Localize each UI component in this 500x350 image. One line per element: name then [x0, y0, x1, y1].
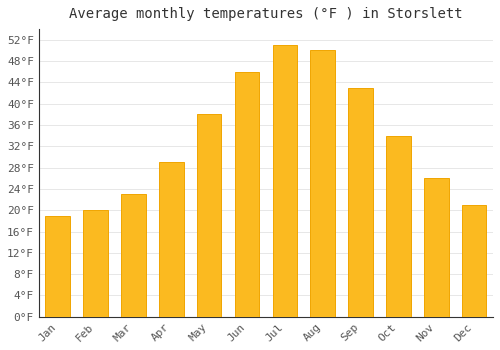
Bar: [386, 136, 410, 317]
Title: Average monthly temperatures (°F ) in Storslett: Average monthly temperatures (°F ) in St…: [69, 7, 462, 21]
Bar: [462, 205, 486, 317]
Bar: [46, 216, 70, 317]
Bar: [348, 88, 373, 317]
Bar: [84, 210, 108, 317]
Bar: [159, 162, 184, 317]
Bar: [272, 45, 297, 317]
Bar: [197, 114, 222, 317]
Bar: [424, 178, 448, 317]
Bar: [121, 194, 146, 317]
Bar: [234, 72, 260, 317]
Bar: [310, 50, 335, 317]
